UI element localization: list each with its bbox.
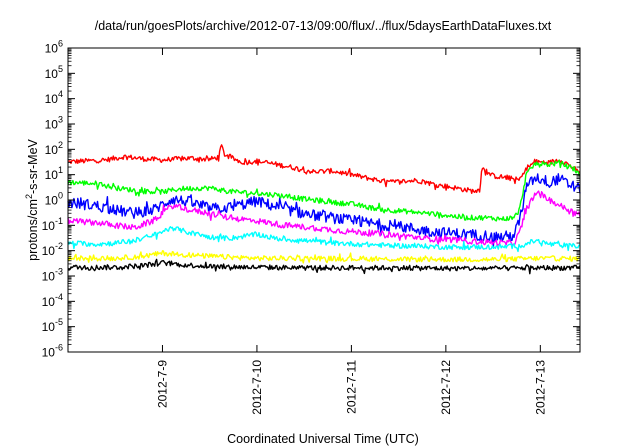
- y-tick-label: 10-1: [42, 216, 63, 233]
- series-line: [67, 159, 581, 222]
- y-tick-exponent: -5: [55, 317, 63, 327]
- y-tick-label: 10-2: [42, 241, 63, 258]
- y-tick-exponent: -2: [55, 241, 63, 251]
- y-axis-tick-labels: 10610510410310210110010-110-210-310-410-…: [42, 39, 63, 360]
- y-tick-label: 106: [45, 39, 63, 56]
- y-tick-base: 10: [42, 295, 56, 309]
- x-axis-label: Coordinated Universal Time (UTC): [227, 432, 419, 446]
- y-axis-label-superscript: 2: [24, 194, 34, 199]
- y-tick-label: 105: [45, 64, 63, 81]
- y-tick-label: 100: [45, 191, 63, 208]
- y-tick-exponent: -4: [55, 292, 63, 302]
- y-tick-label: 104: [45, 89, 63, 106]
- y-tick-exponent: 3: [58, 115, 63, 125]
- y-tick-exponent: 0: [58, 191, 63, 201]
- series-line: [68, 144, 581, 194]
- y-tick-base: 10: [45, 143, 59, 157]
- y-tick-exponent: 2: [58, 140, 63, 150]
- x-axis-tick-labels: 2012-7-9 2012-7-10 2012-7-11 2012-7-12 2012-…: [155, 360, 547, 415]
- y-tick-exponent: 4: [58, 89, 63, 99]
- y-tick-exponent: -6: [55, 343, 63, 353]
- series-line: [67, 250, 581, 264]
- y-tick-label: 10-6: [42, 343, 63, 360]
- x-tick-label: 2012-7-9: [155, 360, 169, 408]
- x-axis-ticks: [161, 48, 541, 352]
- y-tick-label: 103: [45, 115, 63, 132]
- y-tick-exponent: -3: [55, 267, 63, 277]
- y-tick-label: 10-5: [42, 317, 63, 334]
- y-axis-label-main: protons/cm: [26, 199, 40, 261]
- series-layer: [67, 144, 581, 275]
- y-axis-label-rest: -s-sr-MeV: [26, 138, 40, 194]
- y-tick-label: 10-4: [42, 292, 63, 309]
- y-tick-base: 10: [45, 67, 59, 81]
- y-tick-exponent: 1: [58, 165, 63, 175]
- x-tick-label: 2012-7-12: [439, 360, 453, 415]
- plot-frame: [67, 47, 581, 353]
- y-tick-base: 10: [42, 346, 56, 360]
- y-tick-base: 10: [45, 92, 59, 106]
- y-tick-base: 10: [45, 194, 59, 208]
- y-tick-base: 10: [45, 118, 59, 132]
- series-line: [67, 173, 581, 247]
- y-tick-exponent: 5: [58, 64, 63, 74]
- series-line: [67, 226, 581, 253]
- x-tick-label: 2012-7-11: [344, 360, 358, 414]
- y-tick-label: 101: [45, 165, 63, 182]
- y-tick-base: 10: [42, 219, 56, 233]
- series-line: [67, 258, 581, 275]
- y-tick-base: 10: [42, 270, 56, 284]
- y-tick-base: 10: [45, 168, 59, 182]
- y-axis-label: protons/cm2-s-sr-MeV: [24, 138, 40, 260]
- x-tick-label: 2012-7-13: [533, 360, 547, 415]
- y-axis-ticks: [68, 47, 580, 353]
- x-tick-label: 2012-7-10: [250, 360, 264, 415]
- y-tick-label: 10-3: [42, 267, 63, 284]
- y-tick-exponent: 6: [58, 39, 63, 49]
- y-tick-label: 102: [45, 140, 63, 157]
- y-tick-exponent: -1: [55, 216, 63, 226]
- plot-area: [67, 47, 581, 353]
- series-line: [67, 190, 581, 247]
- chart-title: /data/run/goesPlots/archive/2012-07-13/0…: [95, 19, 552, 33]
- y-tick-base: 10: [42, 244, 56, 258]
- y-tick-base: 10: [45, 42, 59, 56]
- y-tick-base: 10: [42, 320, 56, 334]
